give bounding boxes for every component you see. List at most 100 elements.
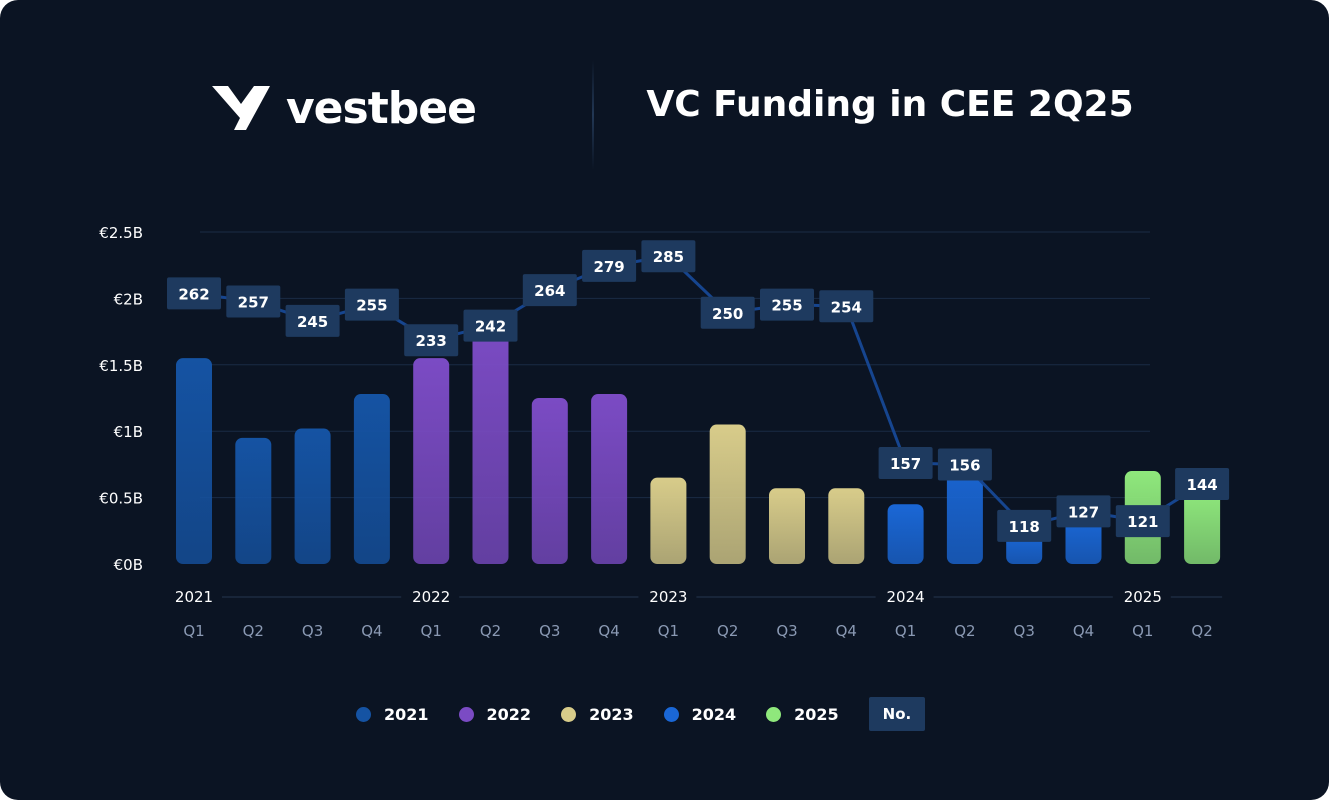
legend-label: 2023 (589, 704, 634, 724)
y-tick-label: €2.5B (99, 224, 143, 242)
year-label: 2023 (649, 588, 687, 606)
bar (709, 424, 746, 564)
bar (769, 488, 805, 564)
x-tick-label: Q1 (1132, 622, 1153, 640)
x-tick-label: Q3 (539, 622, 560, 640)
legend-dot (663, 706, 679, 722)
bar (1184, 490, 1221, 564)
count-label-box (285, 304, 340, 337)
count-label-box (700, 296, 755, 329)
bar (413, 358, 450, 564)
count-label: 250 (712, 305, 743, 323)
x-tick-label: Q1 (658, 622, 679, 640)
count-label-box (937, 448, 992, 481)
bar (591, 394, 628, 564)
x-tick-label: Q4 (361, 622, 382, 640)
count-label-box (522, 274, 577, 307)
legend-label: 2021 (384, 704, 429, 724)
bar (176, 358, 212, 564)
count-label: 285 (653, 248, 684, 266)
count-label: 118 (1009, 518, 1040, 536)
count-label: 144 (1186, 476, 1217, 494)
brand-name: vestbee (286, 82, 477, 134)
bar (353, 394, 390, 564)
bar (472, 320, 509, 564)
year-label: 2024 (887, 588, 925, 606)
y-tick-label: €2B (114, 290, 143, 308)
bar (1065, 517, 1102, 564)
year-label: 2025 (1124, 588, 1162, 606)
count-label-box (819, 290, 874, 323)
count-label: 156 (949, 457, 980, 475)
count-label: 255 (356, 297, 387, 315)
count-label: 121 (1127, 513, 1158, 531)
x-tick-label: Q1 (421, 622, 442, 640)
chart-legend: 2021 2022 2023 2024 2025 No. (356, 697, 926, 731)
count-label-box (582, 249, 637, 282)
y-tick-label: €0.5B (99, 490, 143, 508)
count-label-box (878, 446, 933, 479)
legend-item: 2023 (561, 705, 634, 724)
vestbee-v-icon (212, 86, 270, 130)
legend-label: 2025 (794, 704, 839, 724)
x-tick-label: Q2 (243, 622, 264, 640)
year-label: 2021 (175, 588, 213, 606)
count-label: 255 (771, 297, 802, 315)
count-label: 264 (534, 282, 565, 300)
bar (828, 488, 865, 564)
y-tick-label: €1B (114, 423, 143, 441)
count-label-box (1175, 467, 1230, 500)
x-tick-label: Q1 (895, 622, 916, 640)
legend-item: 2025 (766, 705, 839, 724)
legend-dot (766, 706, 782, 722)
count-label-box (997, 509, 1052, 542)
x-tick-label: Q2 (954, 622, 975, 640)
count-label: 245 (297, 313, 328, 331)
count-label-box (1115, 505, 1170, 538)
count-label-box (463, 309, 518, 342)
x-tick-label: Q4 (1073, 622, 1094, 640)
count-label: 157 (890, 455, 921, 473)
count-label-box (167, 277, 221, 310)
legend-item: 2022 (458, 704, 532, 724)
count-label-box (404, 324, 459, 357)
count-label: 254 (831, 298, 862, 316)
x-tick-label: Q4 (598, 622, 619, 640)
count-label: 242 (475, 318, 506, 336)
x-tick-label: Q3 (302, 622, 323, 640)
count-label: 233 (416, 332, 447, 350)
x-tick-label: Q1 (183, 622, 204, 640)
bar (650, 477, 687, 564)
legend-item: 2021 (356, 705, 429, 724)
y-tick-label: €1.5B (99, 357, 143, 375)
legend-dot (356, 706, 371, 722)
bar (531, 398, 568, 564)
x-tick-label: Q2 (480, 622, 501, 640)
year-label: 2022 (412, 588, 450, 606)
count-label: 127 (1068, 503, 1099, 521)
count-label-box (760, 288, 814, 321)
legend-label: 2022 (486, 704, 532, 724)
count-label-box (344, 288, 399, 321)
legend-item: 2024 (663, 704, 737, 724)
count-label-box (641, 240, 696, 273)
vestbee-logo: vestbee (210, 82, 477, 134)
legend-dot (458, 706, 474, 722)
x-tick-label: Q3 (1014, 622, 1035, 640)
x-tick-label: Q3 (776, 622, 797, 640)
bar (887, 504, 924, 564)
x-tick-label: Q4 (836, 622, 857, 640)
x-tick-label: Q2 (1191, 622, 1212, 640)
chart-title: VC Funding in CEE 2Q25 (646, 84, 1134, 125)
header-divider (592, 60, 594, 170)
legend-label: 2024 (691, 704, 737, 724)
legend-count-label: No. (868, 697, 926, 731)
x-tick-label: Q2 (717, 622, 738, 640)
count-label: 279 (593, 258, 624, 276)
count-label-box (1056, 495, 1111, 528)
count-label: 257 (238, 293, 269, 311)
count-label: 262 (178, 285, 209, 303)
bar (294, 428, 331, 564)
